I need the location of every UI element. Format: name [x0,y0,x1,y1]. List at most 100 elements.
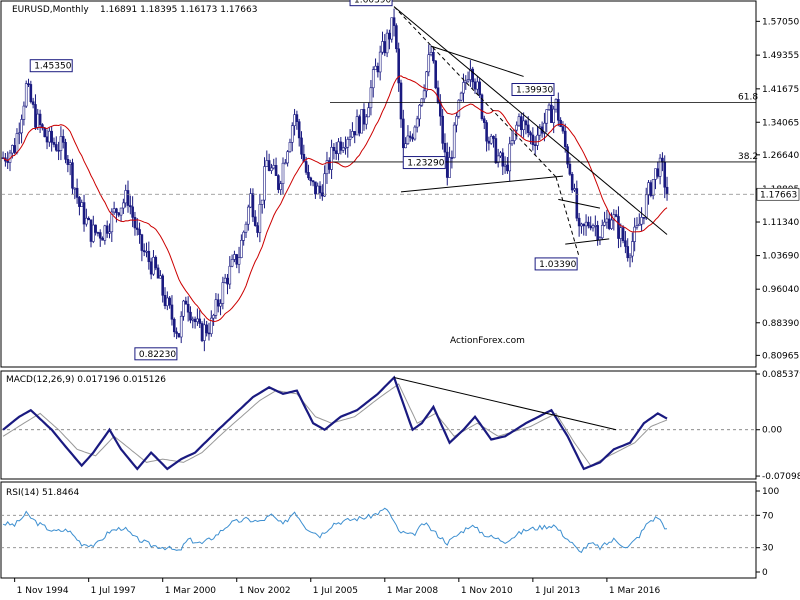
candle-body [182,300,185,317]
x-tick-label: 1 Nov 2010 [461,586,513,596]
candle-body [573,188,576,191]
candle-body [432,51,435,62]
candle-body [543,122,546,134]
candle-body [207,332,211,335]
header-symbol: EURUSD,Monthly [12,5,89,15]
candle-body [263,166,266,201]
candle-body [654,168,657,180]
price-annotation-text: 1.60390 [354,0,391,6]
candle-body [110,211,114,233]
candle-body [462,82,465,94]
candle-body [656,168,660,177]
candle-body [452,124,456,159]
candle-body [163,295,167,307]
candle-body [536,134,539,146]
rsi-y-tick-label: 70 [762,511,774,521]
x-tick-label: 1 Jul 2005 [313,586,358,596]
candle-body [469,68,472,80]
candle-body [138,229,141,236]
rsi-panel: RSI(14) 51.8464 100 70 30 0 [0,481,779,579]
candle-body [323,173,326,197]
candle-body [279,183,282,190]
rsi-y-tick-label: 0 [762,568,768,578]
candle-body [610,219,613,229]
candle-body [247,206,250,225]
price-panel: EURUSD,Monthly 1.16891 1.18395 1.16173 1… [0,0,799,368]
candle-body [626,246,630,259]
candle-body [351,131,354,138]
macd-trendline [393,377,617,431]
candle-body [300,137,303,155]
candle-body [108,231,111,234]
candle-body [392,17,396,26]
candle-body [445,151,449,178]
candle-body [381,41,384,53]
candle-body [45,136,49,143]
trendline [393,6,668,235]
price-annotation: 0.82230 [134,347,178,361]
candle-body [570,173,574,191]
header-ohlc: 1.16891 1.18395 1.16173 1.17663 [100,5,257,15]
candle-body [29,84,33,103]
rsi-title: RSI(14) 51.8464 [6,488,79,498]
candle-body [78,197,81,207]
candle-body [166,297,169,307]
candle-body [415,118,419,128]
candle-body [397,48,400,84]
price-y-tick-label: 1.03690 [762,252,799,262]
candle-body [307,172,310,179]
candle-body [633,226,636,242]
candle-body [339,141,343,151]
x-tick-label: 1 Mar 2008 [387,586,439,596]
candle-body [50,130,53,143]
candle-body [482,118,486,123]
candle-body [628,255,632,259]
candle-body [327,160,331,170]
candle-body [68,162,72,165]
price-y-tick-label: 1.57050 [762,17,799,27]
candle-body [418,104,421,120]
candle-body [503,164,507,167]
x-tick-label: 1 Jul 1997 [91,586,136,596]
candle-body [41,124,44,129]
candle-body [362,109,366,125]
candle-body [288,142,292,152]
candle-body [485,122,488,142]
candle-body [591,225,595,229]
candle-body [524,120,528,126]
candle-body [24,83,28,107]
candle-body [179,315,183,338]
rsi-panel-frame [0,481,757,579]
candle-body [459,92,463,101]
candle-body [140,234,144,251]
candle-body [122,202,125,209]
candle-body [203,324,206,341]
candle-body [249,193,252,208]
candle-body [334,150,338,154]
candle-body [621,227,625,242]
candle-body [563,130,567,147]
candle-body [587,221,590,227]
candle-body [48,130,51,143]
candle-body [133,217,137,229]
candle-body [466,79,470,82]
candle-body [260,199,264,205]
candle-body [59,136,63,151]
price-annotation: 1.03390 [534,257,578,271]
candle-body [383,41,387,54]
candle-body [647,182,650,196]
candle-body [184,300,188,305]
candle-body [640,217,643,225]
candle-body [221,282,225,304]
candle-body [637,223,641,226]
candle-body [75,187,79,198]
candle-body [371,69,375,89]
candle-body [43,127,47,138]
macd-y-tick-label: 0.00 [762,426,782,436]
candle-body [600,225,604,239]
candle-body [385,32,389,54]
candle-body [487,140,491,144]
candle-body [214,299,218,316]
candle-body [94,224,97,233]
